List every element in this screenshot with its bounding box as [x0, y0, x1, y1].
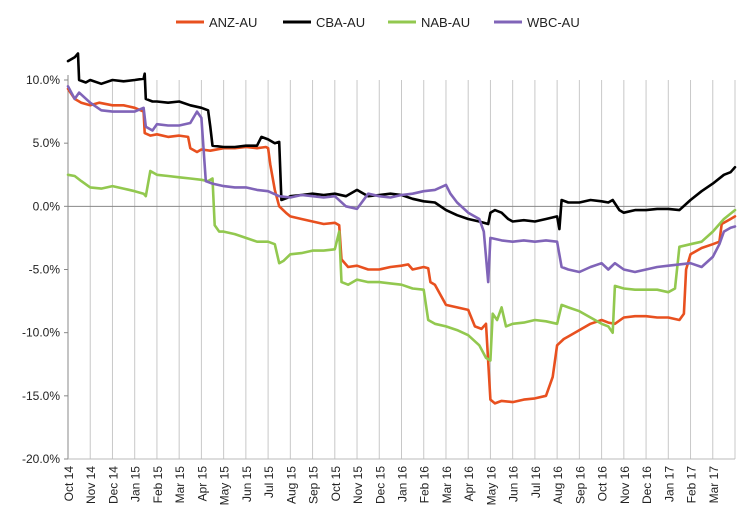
legend-label-anz-au: ANZ-AU [209, 15, 257, 30]
series-line-nab-au [66, 169, 737, 362]
series-line-anz-au [66, 87, 737, 405]
x-tick-label: Jan 17 [662, 466, 676, 502]
axes [64, 75, 735, 460]
x-tick-label: Jun 15 [240, 466, 254, 502]
x-tick-label: Dec 15 [373, 466, 387, 504]
x-tick-label: Nov 14 [84, 466, 98, 504]
x-tick-label: Jul 15 [262, 466, 276, 498]
legend-label-nab-au: NAB-AU [421, 15, 470, 30]
x-tick-label: Mar 16 [440, 466, 454, 504]
series-line-wbc-au [66, 85, 737, 284]
x-tick-label: Sep 16 [573, 466, 587, 504]
y-tick-label: -5.0% [29, 263, 61, 277]
x-tick-label: Jun 16 [507, 466, 521, 502]
y-tick-labels: 10.0% 5.0% 0.0% -5.0% -10.0% -15.0% -20.0% [22, 73, 60, 466]
x-tick-label: Oct 16 [596, 466, 610, 502]
legend-label-wbc-au: WBC-AU [527, 15, 580, 30]
x-tick-label: Aug 15 [284, 466, 298, 504]
x-tick-label: Apr 15 [195, 466, 209, 502]
x-tick-label: Feb 17 [685, 466, 699, 504]
y-tick-label: 5.0% [33, 136, 61, 150]
legend-label-cba-au: CBA-AU [316, 15, 365, 30]
x-tick-label: Dec 14 [106, 466, 120, 504]
x-tick-label: Oct 14 [62, 466, 76, 502]
x-tick-labels: Oct 14 Nov 14 Dec 14 Jan 15 Feb 15 Mar 15 Apr … [62, 466, 721, 506]
y-tick-label: -15.0% [22, 389, 60, 403]
y-tick-label: -10.0% [22, 326, 60, 340]
x-tick-label: Sep 15 [307, 466, 321, 504]
x-tick-label: Feb 16 [418, 466, 432, 504]
x-tick-label: Mar 17 [707, 466, 721, 504]
y-tick-label: 10.0% [26, 73, 60, 87]
x-tick-label: Mar 15 [173, 466, 187, 504]
x-tick-label: May 15 [218, 466, 232, 506]
x-tick-label: Jan 16 [396, 466, 410, 502]
x-tick-label: Apr 16 [462, 466, 476, 502]
x-tick-label: Nov 16 [618, 466, 632, 504]
y-tick-label: -20.0% [22, 452, 60, 466]
x-tick-label: Jul 16 [529, 466, 543, 498]
x-tick-label: Dec 16 [640, 466, 654, 504]
x-tick-label: Oct 15 [329, 466, 343, 502]
x-tick-label: Feb 15 [151, 466, 165, 504]
legend: ANZ-AU CBA-AU NAB-AU WBC-AU [176, 15, 580, 30]
x-tick-label: Jan 15 [129, 466, 143, 502]
series-lines [66, 52, 737, 405]
x-tick-label: Aug 16 [551, 466, 565, 504]
x-tick-label: Nov 15 [351, 466, 365, 504]
y-tick-label: 0.0% [33, 199, 61, 213]
x-tick-label: May 16 [484, 466, 498, 506]
